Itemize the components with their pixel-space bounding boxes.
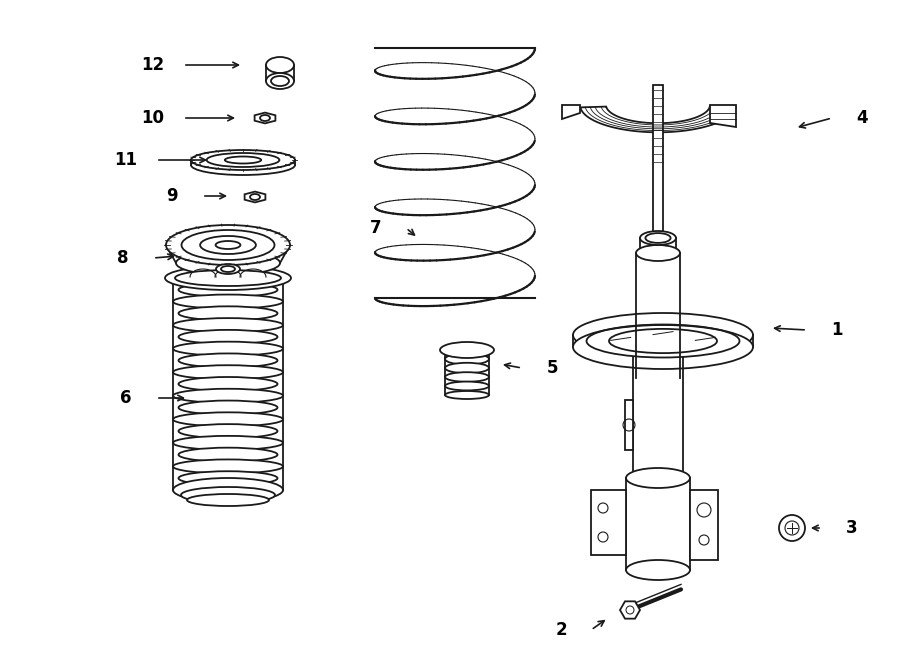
Ellipse shape xyxy=(173,459,283,473)
Ellipse shape xyxy=(445,381,489,391)
Ellipse shape xyxy=(573,325,753,369)
Ellipse shape xyxy=(191,155,295,175)
Ellipse shape xyxy=(266,73,294,89)
Polygon shape xyxy=(255,112,275,124)
Ellipse shape xyxy=(178,471,277,485)
Ellipse shape xyxy=(636,245,680,261)
Ellipse shape xyxy=(178,401,277,414)
Text: 11: 11 xyxy=(114,151,138,169)
Bar xyxy=(690,490,718,560)
Text: 7: 7 xyxy=(370,219,382,237)
Ellipse shape xyxy=(445,344,489,356)
Text: 12: 12 xyxy=(141,56,165,74)
Ellipse shape xyxy=(173,318,283,332)
Ellipse shape xyxy=(173,342,283,356)
Ellipse shape xyxy=(640,231,676,245)
Ellipse shape xyxy=(173,389,283,403)
Ellipse shape xyxy=(445,391,489,399)
Ellipse shape xyxy=(175,270,281,286)
Ellipse shape xyxy=(191,150,295,170)
Ellipse shape xyxy=(173,436,283,450)
Ellipse shape xyxy=(178,306,277,321)
Text: 2: 2 xyxy=(555,621,567,639)
Ellipse shape xyxy=(173,478,283,502)
Polygon shape xyxy=(245,192,266,202)
Ellipse shape xyxy=(573,313,753,357)
Text: 6: 6 xyxy=(121,389,131,407)
Polygon shape xyxy=(710,105,736,127)
Polygon shape xyxy=(562,105,580,119)
Text: 1: 1 xyxy=(832,321,842,339)
Polygon shape xyxy=(620,602,640,619)
Ellipse shape xyxy=(178,447,277,461)
Ellipse shape xyxy=(266,57,294,73)
Ellipse shape xyxy=(173,366,283,379)
Ellipse shape xyxy=(640,246,676,260)
Ellipse shape xyxy=(216,264,240,274)
Text: 5: 5 xyxy=(546,359,558,377)
Text: 9: 9 xyxy=(166,187,178,205)
Circle shape xyxy=(779,515,805,541)
Ellipse shape xyxy=(178,354,277,368)
Ellipse shape xyxy=(165,266,291,290)
Text: 4: 4 xyxy=(856,109,868,127)
Ellipse shape xyxy=(173,483,283,497)
Text: 3: 3 xyxy=(846,519,858,537)
Ellipse shape xyxy=(166,225,290,265)
Ellipse shape xyxy=(173,295,283,309)
Ellipse shape xyxy=(440,342,494,358)
Ellipse shape xyxy=(178,330,277,344)
Ellipse shape xyxy=(178,424,277,438)
Bar xyxy=(625,400,633,450)
Ellipse shape xyxy=(187,494,269,506)
Ellipse shape xyxy=(626,468,690,488)
Ellipse shape xyxy=(178,283,277,297)
Polygon shape xyxy=(580,106,735,132)
Text: 8: 8 xyxy=(117,249,129,267)
Text: 10: 10 xyxy=(141,109,165,127)
Ellipse shape xyxy=(445,363,489,373)
Bar xyxy=(653,85,663,238)
Bar xyxy=(591,490,626,555)
Ellipse shape xyxy=(178,377,277,391)
Ellipse shape xyxy=(445,372,489,382)
Ellipse shape xyxy=(173,412,283,426)
Ellipse shape xyxy=(173,271,283,285)
Ellipse shape xyxy=(181,487,275,503)
Ellipse shape xyxy=(176,251,280,275)
Ellipse shape xyxy=(626,560,690,580)
Ellipse shape xyxy=(445,354,489,365)
